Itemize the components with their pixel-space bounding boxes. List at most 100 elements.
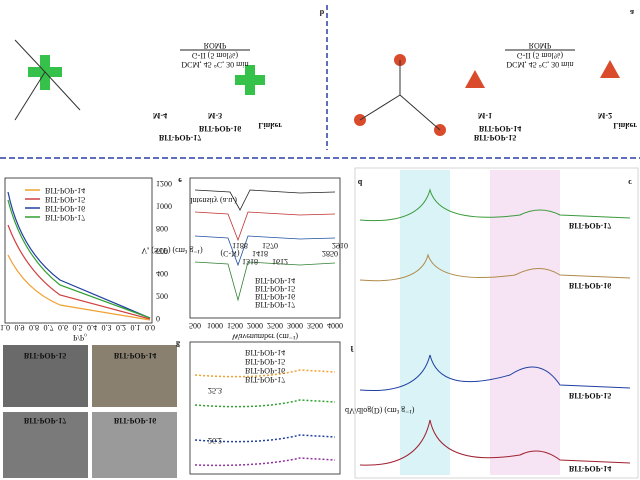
x-tick-label: 1.0 (0, 323, 10, 332)
y-tick-label: 1000 (156, 202, 172, 211)
monomer-icon (235, 75, 265, 85)
isotherm-curve (7, 224, 151, 320)
sem-label: BIT-POP-16 (114, 416, 156, 425)
ftir-axes (189, 177, 341, 319)
legend-label: BIT-POP-17 (245, 375, 285, 384)
reaction-label: ROMP (204, 41, 227, 50)
isotherm-curve (7, 254, 151, 321)
isotherm-curve (7, 199, 151, 319)
nmr-frame (354, 167, 639, 479)
monomer-label: M-4 (153, 111, 167, 120)
legend-label: BIT-POP-15 (245, 357, 285, 366)
ftir-curve (194, 189, 336, 211)
legend-label: BIT-POP-14 (45, 186, 85, 195)
panel-label: b (320, 8, 325, 17)
spectrum-label: BIT-POP-15 (569, 391, 611, 400)
x-tick-label: 4000 (327, 321, 343, 330)
ftir-curve (194, 235, 336, 267)
sem-label: BIT-POP-14 (114, 351, 156, 360)
sem-image (92, 345, 177, 407)
x-tick-label: 0.8 (29, 323, 39, 332)
monomer-label: M-2 (598, 111, 612, 120)
y-tick-label: 400 (156, 269, 168, 278)
linker-label: Linker (258, 121, 282, 130)
conditions-label: DCM, 45 °C, 30 min (506, 60, 573, 69)
spectrum-label: BIT-POP-16 (569, 281, 611, 290)
pore-axes (189, 341, 341, 475)
nmr-highlight (400, 170, 450, 475)
x-axis-label: Wavenumber (cm⁻¹) (232, 332, 299, 341)
x-tick-label: 0.7 (44, 323, 54, 332)
y-tick-label: 1200 (156, 179, 172, 188)
nmr-curve (359, 253, 631, 282)
nmr-highlight (490, 170, 560, 475)
panel-label: e (178, 176, 182, 185)
product-label: BIT-POP-17 (159, 133, 201, 142)
x-tick-label: 0.3 (102, 323, 112, 332)
peak-label: 2850 (322, 249, 338, 258)
legend-label: BIT-POP-17 (45, 213, 85, 222)
sem-image (92, 412, 177, 478)
legend-label: BIT-POP-14 (245, 348, 285, 357)
legend-label: BIT-POP-15 (255, 284, 295, 293)
scheme-b-graphic (14, 39, 265, 121)
x-tick-label: 2000 (247, 321, 263, 330)
conditions-label: DCM, 45 °C, 30 min (181, 60, 248, 69)
x-tick-label: 0.9 (15, 323, 25, 332)
nmr-curve (359, 188, 631, 222)
panel-label: a (630, 8, 634, 17)
catalyst-label: G-II (5 mol%) (517, 51, 564, 60)
monomer-label: M-1 (478, 111, 492, 120)
nmr-curve (359, 419, 631, 466)
x-axis-label: P/P₀ (73, 333, 87, 342)
monomer-label: M-3 (208, 111, 222, 120)
product-label: BIT-POP-15 (474, 133, 516, 142)
x-tick-label: 3000 (287, 321, 303, 330)
product-label: BIT-POP-16 (199, 124, 241, 133)
legend-label: BIT-POP-16 (245, 366, 285, 375)
sem-image (3, 412, 88, 478)
peak-label: 2910 (332, 241, 348, 250)
legend-label: BIT-POP-17 (255, 300, 295, 309)
legend-label: BIT-POP-14 (255, 276, 295, 285)
spectrum-label: BIT-POP-14 (569, 464, 611, 473)
peak-label: 1612 (272, 257, 288, 266)
legend-label: BIT-POP-15 (45, 195, 85, 204)
bond (14, 39, 81, 121)
linker-label: Linker (613, 121, 637, 130)
x-tick-label: 0.4 (87, 323, 97, 332)
product-label: BIT-POP-14 (479, 124, 521, 133)
peak-label: (C-N) (220, 249, 239, 258)
sem-label: BIT-POP-15 (24, 351, 66, 360)
y-axis-label: Intensity (a.u.) (190, 196, 237, 205)
catalyst-label: G-II (5 mol%) (192, 51, 239, 60)
x-tick-label: 0.0 (145, 323, 155, 332)
peak-label: 1570 (262, 241, 278, 250)
sem-label: BIT-POP-17 (24, 416, 66, 425)
x-tick-label: 0.5 (73, 323, 83, 332)
peak-label: 1418 (252, 249, 268, 258)
y-axis-label: Vₐ (STP) (cm³ g⁻¹) (141, 246, 203, 255)
peak-label: 25.3 (208, 386, 222, 395)
ftir-curve (194, 261, 336, 302)
x-tick-label: 0.6 (58, 323, 68, 332)
y-tick-label: 0 (156, 314, 160, 323)
panel-label: g (176, 341, 180, 350)
legend-label: BIT-POP-16 (45, 204, 85, 213)
x-tick-label: 0.1 (131, 323, 141, 332)
x-tick-label: 3500 (307, 321, 323, 330)
spectrum-label: BIT-POP-17 (569, 221, 611, 230)
y-axis-label: dV/dlog(D) (cm³ g⁻¹) (345, 406, 415, 415)
nmr-curve (359, 354, 631, 392)
x-tick-label: 1500 (227, 321, 243, 330)
scheme-a-graphic (354, 54, 620, 136)
legend-label: BIT-POP-16 (255, 292, 295, 301)
y-tick-label: 200 (156, 292, 168, 301)
peak-label: 1318 (242, 257, 258, 266)
panel-label: d (358, 178, 363, 187)
panel-label: c (628, 178, 632, 187)
x-tick-label: 2500 (267, 321, 283, 330)
x-tick-label: 1000 (207, 321, 223, 330)
x-tick-label: 0.2 (116, 323, 126, 332)
